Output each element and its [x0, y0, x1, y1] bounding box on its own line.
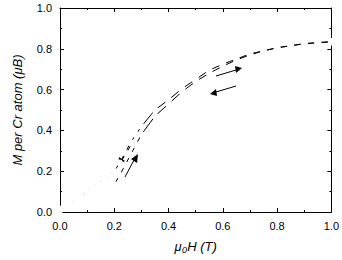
svg-text:1.0: 1.0 — [37, 2, 52, 14]
svg-text:0.4: 0.4 — [161, 220, 176, 232]
svg-text:0.0: 0.0 — [37, 206, 52, 218]
svg-text:0.4: 0.4 — [37, 124, 52, 136]
svg-text:M per Cr atom (μB): M per Cr atom (μB) — [10, 54, 25, 165]
svg-text:0.8: 0.8 — [269, 220, 284, 232]
svg-text:0.0: 0.0 — [52, 220, 67, 232]
svg-text:0.8: 0.8 — [37, 43, 52, 55]
svg-text:1.0: 1.0 — [324, 220, 339, 232]
svg-text:0.6: 0.6 — [37, 84, 52, 96]
svg-text:0.2: 0.2 — [107, 220, 122, 232]
svg-text:0.6: 0.6 — [215, 220, 230, 232]
svg-text:μ₀H (T): μ₀H (T) — [174, 239, 217, 254]
svg-text:0.2: 0.2 — [37, 165, 52, 177]
